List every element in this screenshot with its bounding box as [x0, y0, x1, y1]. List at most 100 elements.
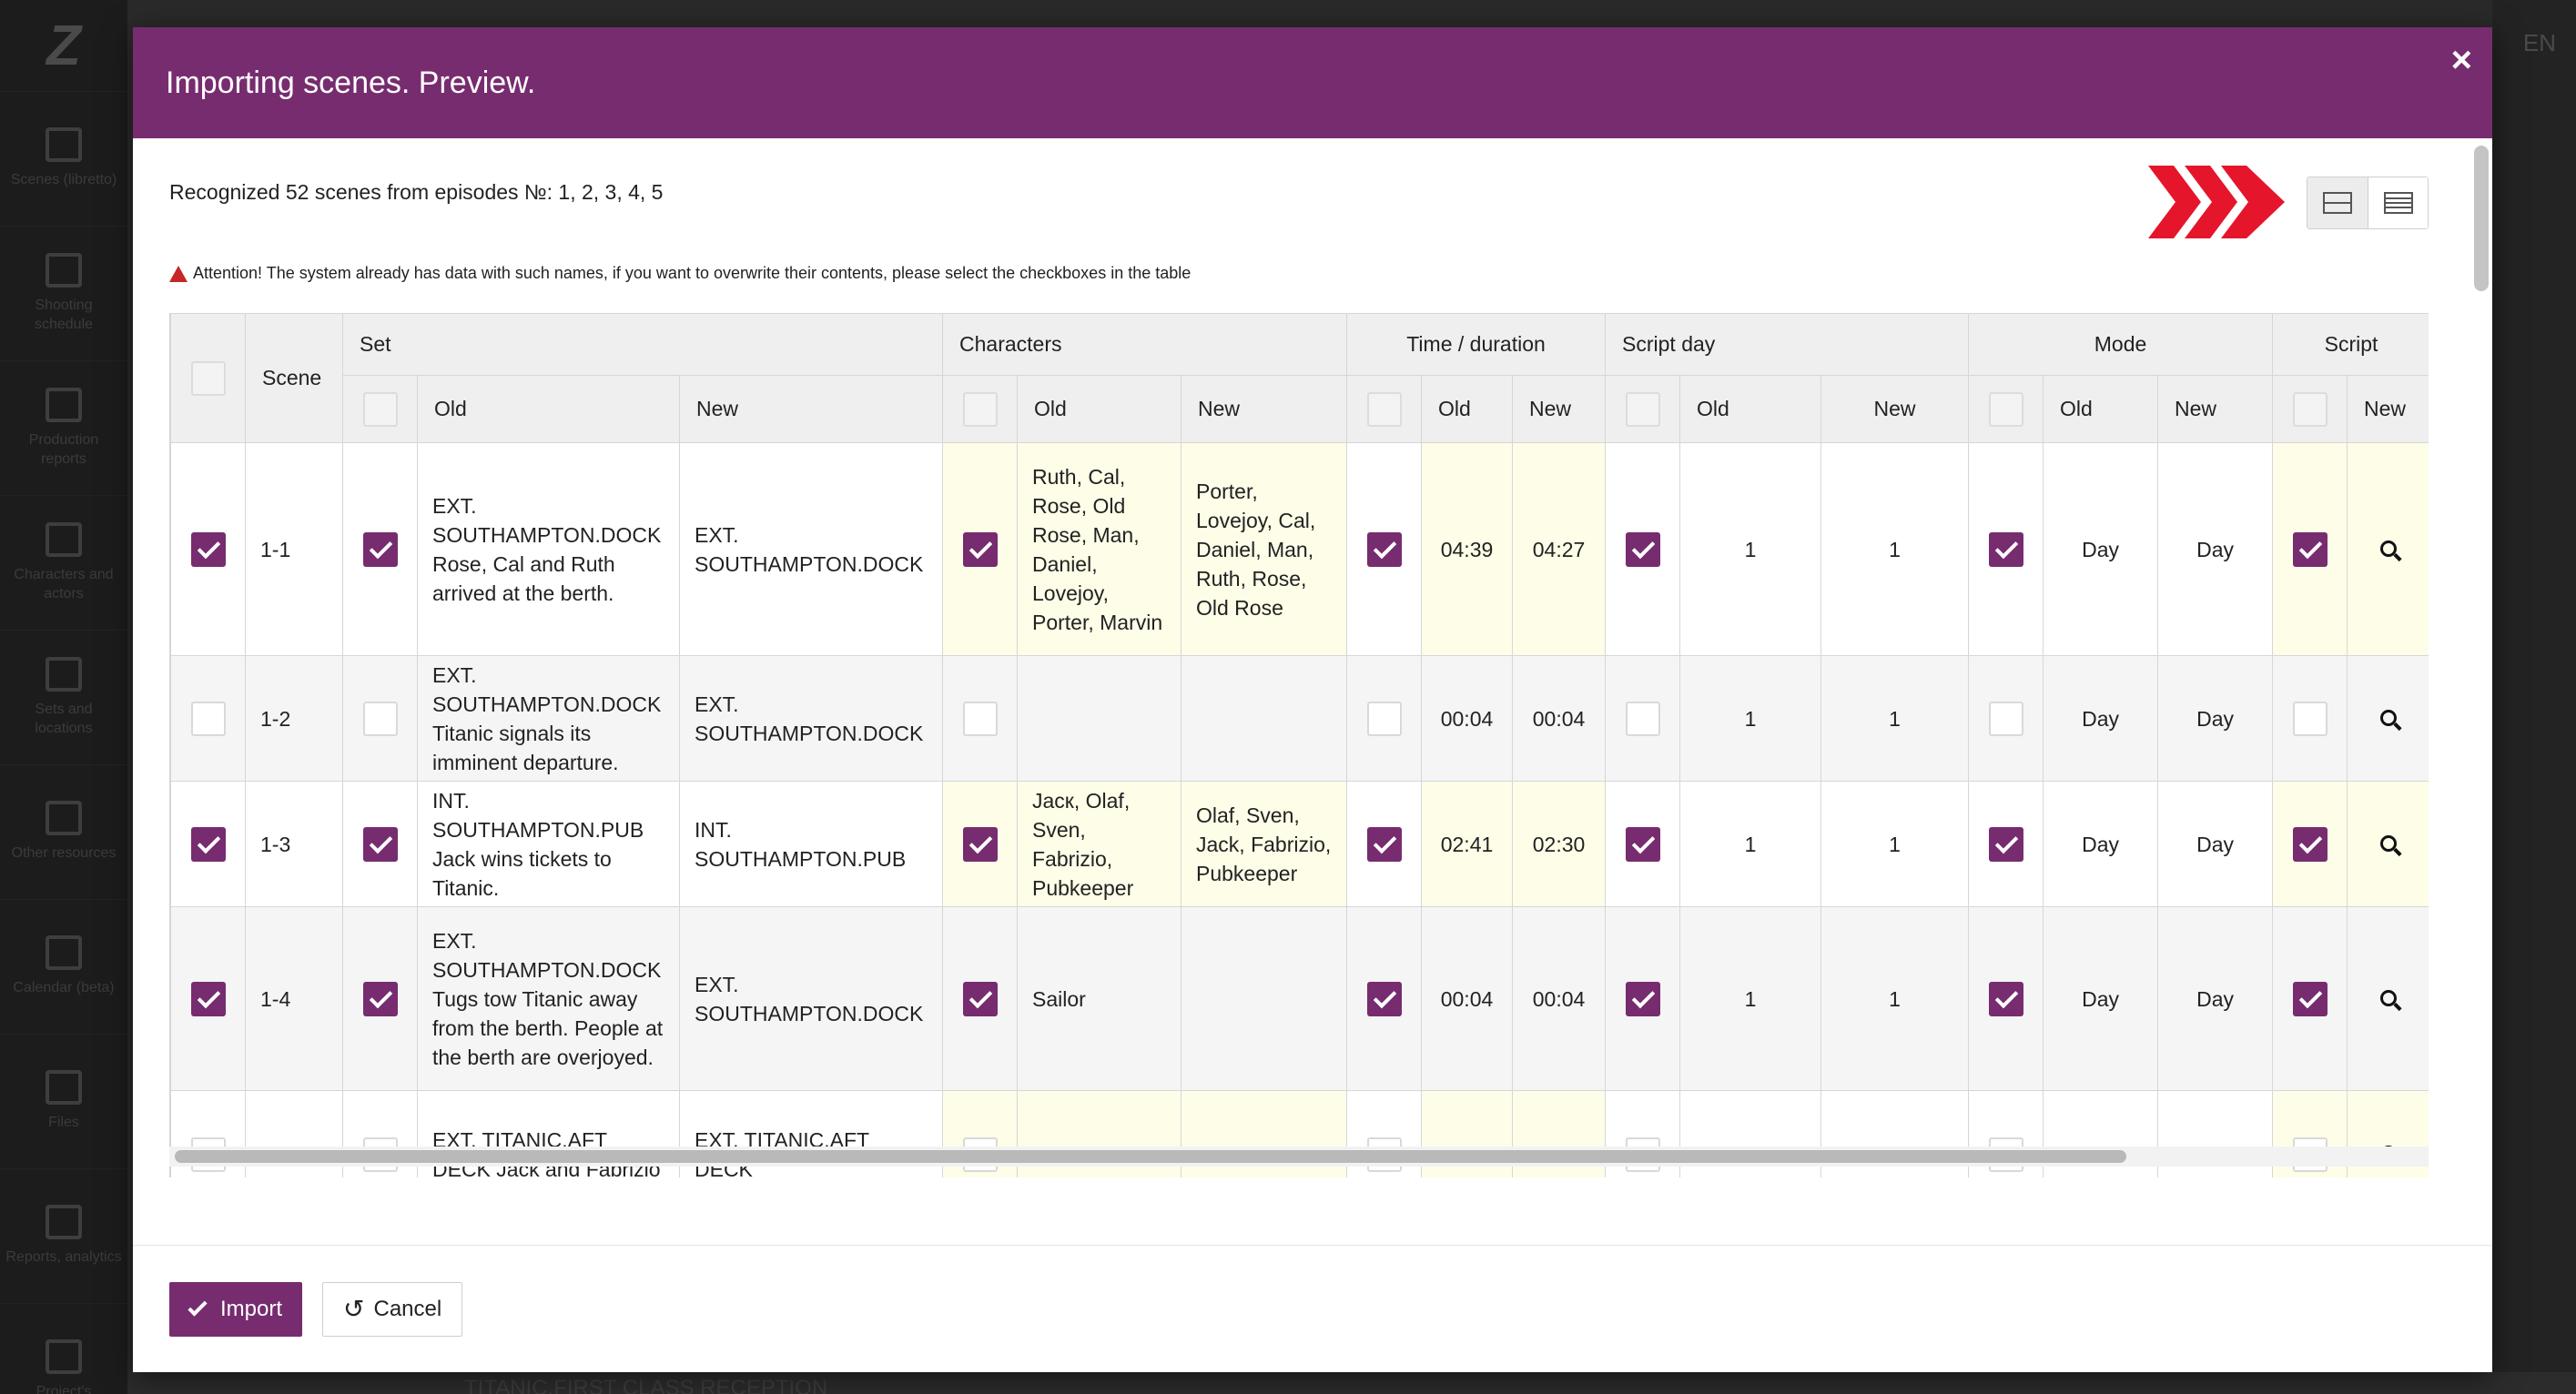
script-day-old: 1	[1679, 442, 1822, 656]
select-all-checkbox[interactable]	[190, 360, 226, 396]
row-select-checkbox[interactable]	[190, 531, 226, 567]
sidebar-item-label: Project's	[35, 1384, 92, 1394]
row-select-cell	[170, 442, 246, 656]
table-row: 1-1 EXT. SOUTHAMPTON.DOCK Rose, Cal and R…	[170, 442, 2429, 656]
day-select-all-checkbox[interactable]	[1625, 391, 1660, 427]
mode-new-header: New	[2157, 375, 2274, 443]
horizontal-scroll-thumb[interactable]	[175, 1150, 2126, 1163]
col-mode: Mode	[1968, 313, 2274, 376]
horizontal-scrollbar[interactable]	[169, 1147, 2429, 1167]
day-overwrite-checkbox[interactable]	[1625, 981, 1660, 1016]
set-overwrite-checkbox[interactable]	[362, 981, 398, 1016]
sidebar-item[interactable]: Other resources	[0, 764, 127, 899]
time-new: 00:04	[1511, 906, 1607, 1091]
sidebar-item[interactable]: Production reports	[0, 360, 127, 495]
scenes-table-wrapper: Scene Set Characters Time / duration Scr…	[169, 313, 2429, 1177]
col-time: Time / duration	[1345, 313, 1607, 376]
script-overwrite-checkbox[interactable]	[2292, 981, 2328, 1016]
sidebar-item[interactable]: Sets and locations	[0, 630, 127, 764]
sidebar-item[interactable]: Calendar (beta)	[0, 899, 127, 1034]
set-overwrite-checkbox[interactable]	[362, 701, 398, 736]
set-old: INT. SOUTHAMPTON.PUB Jack wins tickets t…	[417, 781, 680, 907]
mode-select-all-checkbox[interactable]	[1988, 391, 2023, 427]
time-new: 04:27	[1511, 442, 1607, 656]
time-old: 00:04	[1421, 906, 1513, 1091]
close-button[interactable]: ×	[2450, 40, 2472, 80]
modal-footer: Import ↺ Cancel	[133, 1245, 2492, 1372]
day-overwrite-checkbox[interactable]	[1625, 531, 1660, 567]
set-header-check-cell	[342, 375, 418, 443]
sidebar-item-icon	[46, 127, 82, 163]
import-button[interactable]: Import	[169, 1281, 303, 1337]
search-icon[interactable]	[2380, 989, 2398, 1006]
sidebar-item[interactable]: Files	[0, 1034, 127, 1168]
app-sidebar: Z Scenes (libretto) Shooting schedule Prod…	[0, 0, 127, 1394]
script-day-new: 1	[1820, 781, 1970, 907]
sidebar-item[interactable]: Scenes (libretto)	[0, 91, 127, 226]
characters-overwrite-checkbox[interactable]	[962, 981, 998, 1016]
script-overwrite-checkbox[interactable]	[2292, 826, 2328, 862]
sidebar-item[interactable]: Reports, analytics	[0, 1168, 127, 1303]
characters-overwrite-checkbox[interactable]	[962, 826, 998, 862]
script-select-all-checkbox[interactable]	[2292, 391, 2328, 427]
next-arrows-icon[interactable]	[2148, 166, 2285, 238]
search-icon[interactable]	[2380, 834, 2398, 852]
search-icon[interactable]	[2380, 709, 2398, 726]
view-split-button[interactable]	[2307, 177, 2368, 228]
time-overwrite-checkbox[interactable]	[1366, 981, 1402, 1016]
script-overwrite-cell	[2272, 655, 2348, 782]
script-overwrite-checkbox[interactable]	[2292, 531, 2328, 567]
import-label: Import	[220, 1296, 283, 1321]
time-overwrite-checkbox[interactable]	[1366, 701, 1402, 736]
row-select-checkbox[interactable]	[190, 981, 226, 1016]
sidebar-item[interactable]: Project's	[0, 1303, 127, 1394]
day-old-header: Old	[1679, 375, 1822, 443]
mode-overwrite-checkbox[interactable]	[1988, 826, 2023, 862]
mode-overwrite-checkbox[interactable]	[1988, 531, 2023, 567]
set-old-header: Old	[417, 375, 680, 443]
cancel-button[interactable]: ↺ Cancel	[322, 1281, 463, 1337]
search-icon[interactable]	[2380, 540, 2398, 557]
characters-new	[1181, 906, 1347, 1091]
mode-overwrite-checkbox[interactable]	[1988, 981, 2023, 1016]
set-overwrite-cell	[342, 906, 418, 1091]
set-overwrite-cell	[342, 655, 418, 782]
day-overwrite-checkbox[interactable]	[1625, 701, 1660, 736]
row-select-checkbox[interactable]	[190, 826, 226, 862]
vertical-scroll-thumb[interactable]	[2474, 146, 2489, 291]
attention-text: Attention! The system already has data w…	[193, 264, 1192, 282]
mode-new: Day	[2157, 781, 2274, 907]
time-overwrite-cell	[1346, 655, 1422, 782]
col-script: Script	[2272, 313, 2429, 376]
characters-old-header: Old	[1017, 375, 1182, 443]
col-characters: Characters	[942, 313, 1347, 376]
script-overwrite-checkbox[interactable]	[2292, 701, 2328, 736]
time-select-all-checkbox[interactable]	[1366, 391, 1402, 427]
characters-overwrite-checkbox[interactable]	[962, 531, 998, 567]
day-overwrite-checkbox[interactable]	[1625, 826, 1660, 862]
set-overwrite-cell	[342, 781, 418, 907]
sidebar-item-icon	[46, 935, 82, 971]
characters-select-all-checkbox[interactable]	[962, 391, 998, 427]
time-overwrite-checkbox[interactable]	[1366, 826, 1402, 862]
row-select-checkbox[interactable]	[190, 701, 226, 736]
set-select-all-checkbox[interactable]	[362, 391, 398, 427]
set-new: EXT. SOUTHAMPTON.DOCK	[679, 442, 943, 656]
view-list-button[interactable]	[2368, 177, 2428, 228]
set-overwrite-checkbox[interactable]	[362, 531, 398, 567]
time-header-check-cell	[1346, 375, 1422, 443]
time-new: 02:30	[1511, 781, 1607, 907]
sidebar-item[interactable]: Characters and actors	[0, 495, 127, 630]
select-all-cell	[170, 313, 246, 443]
col-set: Set	[342, 313, 943, 376]
mode-overwrite-checkbox[interactable]	[1988, 701, 2023, 736]
language-switch[interactable]: EN	[2522, 29, 2556, 56]
characters-overwrite-checkbox[interactable]	[962, 701, 998, 736]
modal-body: Recognized 52 scenes from episodes №: 1,…	[133, 138, 2492, 1245]
vertical-scrollbar[interactable]	[2474, 146, 2489, 1228]
set-overwrite-checkbox[interactable]	[362, 826, 398, 862]
mode-overwrite-cell	[1968, 655, 2044, 782]
time-overwrite-checkbox[interactable]	[1366, 531, 1402, 567]
mode-overwrite-cell	[1968, 906, 2044, 1091]
sidebar-item[interactable]: Shooting schedule	[0, 226, 127, 360]
